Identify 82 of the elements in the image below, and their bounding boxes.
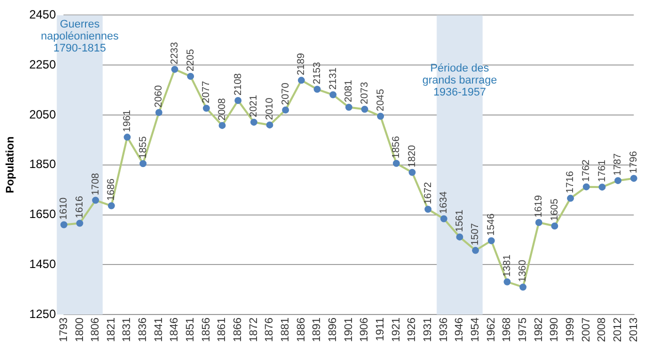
data-label: 2131 — [328, 67, 339, 90]
data-label: 2073 — [359, 82, 370, 104]
x-tick-label: 1962 — [485, 318, 498, 342]
data-label: 2153 — [312, 62, 323, 84]
data-label: 1686 — [106, 178, 118, 201]
data-label: 1360 — [518, 259, 529, 282]
y-tick-label: 2250 — [29, 57, 56, 72]
data-label: 1634 — [438, 191, 450, 214]
data-label: 1716 — [565, 170, 576, 194]
data-label: 1708 — [90, 172, 102, 196]
x-tick-label: 1999 — [564, 318, 577, 342]
data-label: 2008 — [216, 98, 228, 120]
x-tick-label: 1911 — [374, 318, 387, 342]
data-label: 1672 — [422, 182, 434, 204]
data-label: 1856 — [391, 136, 402, 158]
y-tick-label: 1450 — [29, 256, 56, 271]
data-label: 2077 — [201, 80, 212, 104]
data-label: 1761 — [596, 159, 608, 182]
x-tick-label: 1926 — [406, 318, 418, 342]
x-tick-label: 1931 — [422, 318, 434, 342]
data-label: 1381 — [502, 254, 513, 277]
x-tick-label: 1851 — [184, 318, 197, 342]
data-label: 2189 — [296, 52, 308, 76]
data-label: 2010 — [264, 97, 276, 120]
band-label: Période des grands barrage 1936-1957 — [422, 62, 497, 99]
data-label: 1762 — [581, 159, 592, 182]
y-tick-label: 1250 — [29, 306, 56, 321]
x-tick-label: 1954 — [470, 318, 482, 342]
data-label: 2070 — [280, 82, 292, 105]
data-label: 1619 — [534, 194, 545, 218]
x-tick-label: 1831 — [121, 318, 134, 342]
x-tick-label: 1901 — [342, 318, 355, 342]
x-tick-label: 1841 — [152, 318, 165, 342]
data-label: 2081 — [344, 80, 355, 102]
x-tick-label: 1975 — [517, 318, 530, 342]
data-label: 1787 — [612, 152, 624, 176]
x-tick-label: 2008 — [596, 318, 608, 342]
data-label: 2060 — [154, 84, 165, 108]
x-tick-label: 1906 — [358, 318, 371, 342]
x-tick-label: 2012 — [612, 318, 624, 342]
data-label: 1796 — [628, 150, 640, 174]
x-tick-label: 2013 — [628, 318, 640, 342]
x-tick-label: 1872 — [248, 318, 260, 342]
x-tick-label: 1886 — [295, 318, 308, 342]
x-tick-label: 1876 — [264, 318, 276, 342]
x-tick-label: 1982 — [532, 318, 545, 342]
x-tick-label: 1821 — [105, 318, 118, 342]
data-label: 1610 — [58, 197, 70, 220]
data-label: 2233 — [169, 42, 180, 64]
data-label: 1546 — [486, 213, 498, 236]
x-tick-label: 1866 — [232, 318, 244, 342]
data-label: 1605 — [549, 198, 560, 221]
x-tick-label: 1881 — [280, 318, 292, 342]
data-label: 1855 — [138, 136, 149, 159]
y-axis-title: Population — [4, 136, 17, 194]
x-tick-label: 1921 — [390, 318, 402, 342]
x-tick-label: 1936 — [438, 318, 450, 342]
data-label: 1561 — [454, 209, 466, 232]
x-tick-label: 1968 — [501, 318, 514, 342]
x-tick-label: 1846 — [168, 318, 181, 342]
y-tick-label: 2050 — [29, 107, 56, 122]
x-tick-label: 1891 — [311, 318, 324, 342]
x-tick-label: 1800 — [74, 318, 86, 342]
y-tick-label: 1650 — [29, 207, 56, 222]
x-tick-label: 2007 — [580, 318, 592, 342]
x-tick-label: 1836 — [137, 318, 150, 342]
y-tick-label: 1850 — [29, 157, 56, 172]
data-label: 1961 — [122, 109, 133, 132]
x-tick-label: 1856 — [200, 318, 212, 342]
x-tick-label: 1946 — [454, 318, 466, 342]
data-label: 2021 — [248, 94, 260, 118]
data-label: 2108 — [232, 72, 244, 96]
x-tick-label: 1861 — [216, 318, 228, 342]
data-label: 2045 — [375, 88, 386, 112]
data-label: 1507 — [470, 222, 482, 246]
x-tick-label: 1990 — [548, 318, 561, 342]
data-label: 2205 — [185, 48, 196, 72]
x-tick-label: 1806 — [90, 318, 102, 342]
data-label: 1820 — [406, 144, 418, 168]
data-label: 1616 — [74, 196, 86, 218]
x-tick-label: 1793 — [58, 318, 70, 342]
x-tick-label: 1896 — [327, 318, 340, 342]
